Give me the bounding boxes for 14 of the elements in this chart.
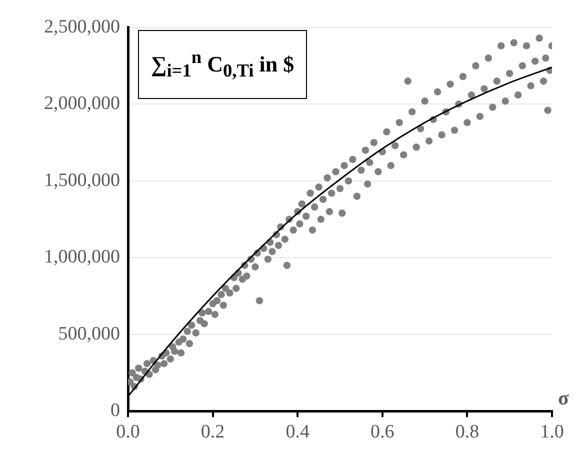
- x-axis-title: σ: [558, 387, 569, 410]
- x-tick-label: 1.0: [540, 422, 564, 443]
- x-tick-label: 0.8: [455, 422, 480, 443]
- y-axis-title: ∑$_{i=1}$$^{n}$ C$_{0,Ti}$ in $: [138, 30, 308, 99]
- x-tick-label: 0.4: [286, 422, 310, 443]
- y-tick-label: 500,000: [58, 323, 120, 344]
- y-tick-label: 1,000,000: [44, 246, 120, 268]
- y-tick-label: 2,000,000: [44, 93, 120, 114]
- x-tick-label: 0.0: [116, 422, 140, 443]
- y-tick-label: 1,500,000: [44, 170, 120, 191]
- y-tick-label: 0: [110, 400, 120, 422]
- y-tick-label: 2,500,000: [44, 16, 120, 38]
- x-tick-label: 0.2: [200, 422, 225, 443]
- x-tick-label: 0.6: [370, 422, 394, 443]
